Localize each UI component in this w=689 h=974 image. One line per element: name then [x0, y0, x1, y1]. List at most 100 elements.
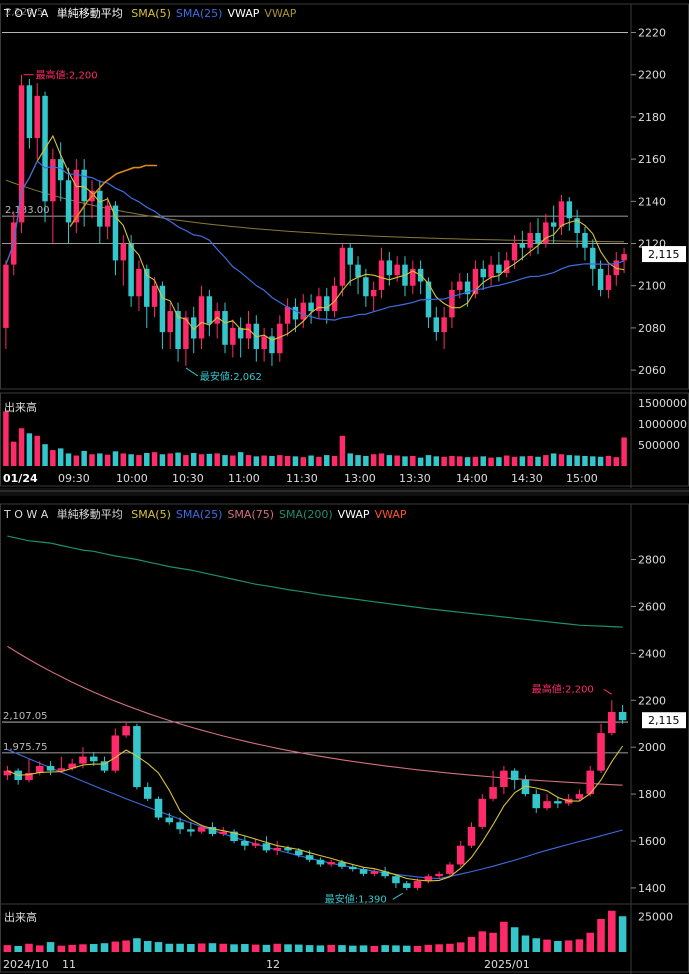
daily-candle-body: [273, 848, 282, 851]
daily-volume-tick-label: 25000: [638, 910, 673, 923]
daily-candle-body: [467, 826, 476, 846]
intraday-x-tick-label: 10:00: [116, 472, 148, 485]
intraday-candle-body: [621, 254, 627, 261]
intraday-top-value: 2,225.5: [5, 7, 43, 18]
intraday-candle-body: [151, 285, 158, 307]
intraday-candle-body: [222, 311, 228, 345]
intraday-candle-body: [277, 323, 283, 354]
intraday-volume-bar: [511, 456, 518, 466]
intraday-volume-bar: [144, 453, 150, 466]
intraday-volume-bar: [261, 455, 267, 466]
intraday-volume-bar: [488, 457, 494, 466]
intraday-candle-body: [488, 264, 494, 278]
intraday-x-tick-label: 11:30: [286, 472, 318, 485]
intraday-candle-body: [550, 222, 557, 227]
daily-volume-bar: [111, 941, 120, 952]
daily-legend-item: SMA(75): [227, 508, 275, 521]
intraday-candle-body: [441, 317, 447, 333]
intraday-candle-body: [449, 289, 455, 318]
intraday-candle-body: [230, 327, 236, 345]
intraday-ticker: T O W A: [4, 7, 49, 20]
daily-volume-bar: [392, 945, 400, 952]
daily-volume-bar: [176, 943, 184, 952]
intraday-x-tick-label: 14:30: [511, 472, 543, 485]
intraday-candle-body: [410, 268, 416, 286]
daily-volume-label: 出来高: [4, 911, 37, 924]
intraday-volume-tick-label: 500000: [638, 439, 680, 452]
intraday-volume-bar: [97, 453, 103, 466]
intraday-last-price-box: [642, 246, 686, 263]
intraday-candle-body: [73, 169, 80, 223]
daily-volume-bar: [154, 942, 163, 952]
intraday-volume-bar: [386, 455, 393, 466]
daily-candle-body: [197, 826, 206, 832]
daily-candle-body: [262, 843, 271, 851]
intraday-candle-body: [65, 180, 72, 223]
intraday-candle-body: [112, 205, 119, 261]
intraday-candle-body: [519, 243, 526, 248]
daily-candle-body: [402, 883, 411, 888]
daily-volume-bar: [57, 945, 66, 952]
intraday-candle-body: [26, 85, 33, 139]
intraday-volume-bar: [214, 453, 220, 466]
intraday-vwap-orange-line: [69, 164, 157, 228]
intraday-volume-bar: [120, 453, 127, 466]
intraday-y-tick-label: 2220: [638, 27, 666, 40]
intraday-volume-bar: [566, 455, 573, 466]
daily-volume-bar: [273, 943, 282, 952]
intraday-volume-bar: [292, 456, 299, 466]
intraday-last-price: 2,115: [648, 248, 680, 261]
daily-volume-bar: [35, 945, 44, 952]
intraday-candle-body: [370, 289, 377, 297]
intraday-price-frame: [0, 3, 689, 390]
daily-volume-bar: [456, 942, 465, 952]
daily-volume-bar: [500, 921, 508, 952]
intraday-volume-tick-label: 1500000: [638, 397, 687, 410]
daily-candle-body: [478, 798, 487, 827]
daily-candle-body: [359, 869, 368, 874]
daily-candle-body: [35, 765, 44, 773]
intraday-candle-body: [457, 281, 463, 290]
intraday-candle-body: [558, 201, 565, 227]
daily-volume-bar: [338, 945, 346, 952]
intraday-volume-bar: [167, 453, 173, 466]
daily-volume-bar: [327, 944, 335, 952]
daily-volume-bar: [46, 942, 55, 952]
daily-volume-bar: [597, 919, 605, 952]
intraday-volume-bar: [89, 454, 95, 466]
daily-legend-item: SMA(200): [279, 508, 333, 521]
daily-volume-bar: [359, 945, 368, 952]
intraday-volume-bar: [230, 455, 236, 466]
intraday-volume-bar: [151, 452, 158, 466]
daily-volume-bar: [489, 932, 497, 952]
intraday-candle-body: [245, 323, 252, 339]
intraday-x-tick-label: 01/24: [3, 472, 38, 485]
intraday-volume-label: 出来高: [4, 401, 37, 414]
intraday-legend-item: VWAP: [227, 7, 260, 20]
daily-y-tick-label: 2600: [638, 600, 666, 613]
intraday-volume-bar: [394, 455, 400, 466]
intraday-volume-bar: [128, 454, 134, 466]
daily-y-tick-label: 1600: [638, 835, 666, 848]
intraday-candle-body: [206, 296, 213, 324]
intraday-candle-body: [582, 232, 588, 248]
daily-volume-bar: [295, 944, 303, 952]
daily-candle-body: [348, 866, 357, 870]
intraday-candle-body: [183, 317, 189, 350]
intraday-x-tick-label: 15:00: [566, 472, 598, 485]
intraday-y-tick-label: 2200: [638, 69, 666, 82]
daily-volume-bar: [446, 943, 454, 952]
intraday-y-tick-label: 2080: [638, 322, 666, 335]
intraday-volume-bar: [300, 457, 307, 466]
intraday-candle-body: [261, 336, 267, 350]
daily-candle-body: [370, 871, 379, 874]
intraday-low-label: 最安値:2,062: [200, 370, 262, 383]
intraday-legend-item: VWAP: [264, 7, 297, 20]
intraday-volume-bar: [535, 456, 541, 466]
daily-volume-bar: [478, 931, 487, 952]
daily-y-tick-label: 1800: [638, 788, 666, 801]
daily-volume-frame: [0, 903, 689, 973]
daily-volume-bar: [543, 939, 551, 952]
daily-candle-body: [316, 859, 325, 865]
intraday-indicator-group: 単純移動平均: [56, 7, 123, 20]
